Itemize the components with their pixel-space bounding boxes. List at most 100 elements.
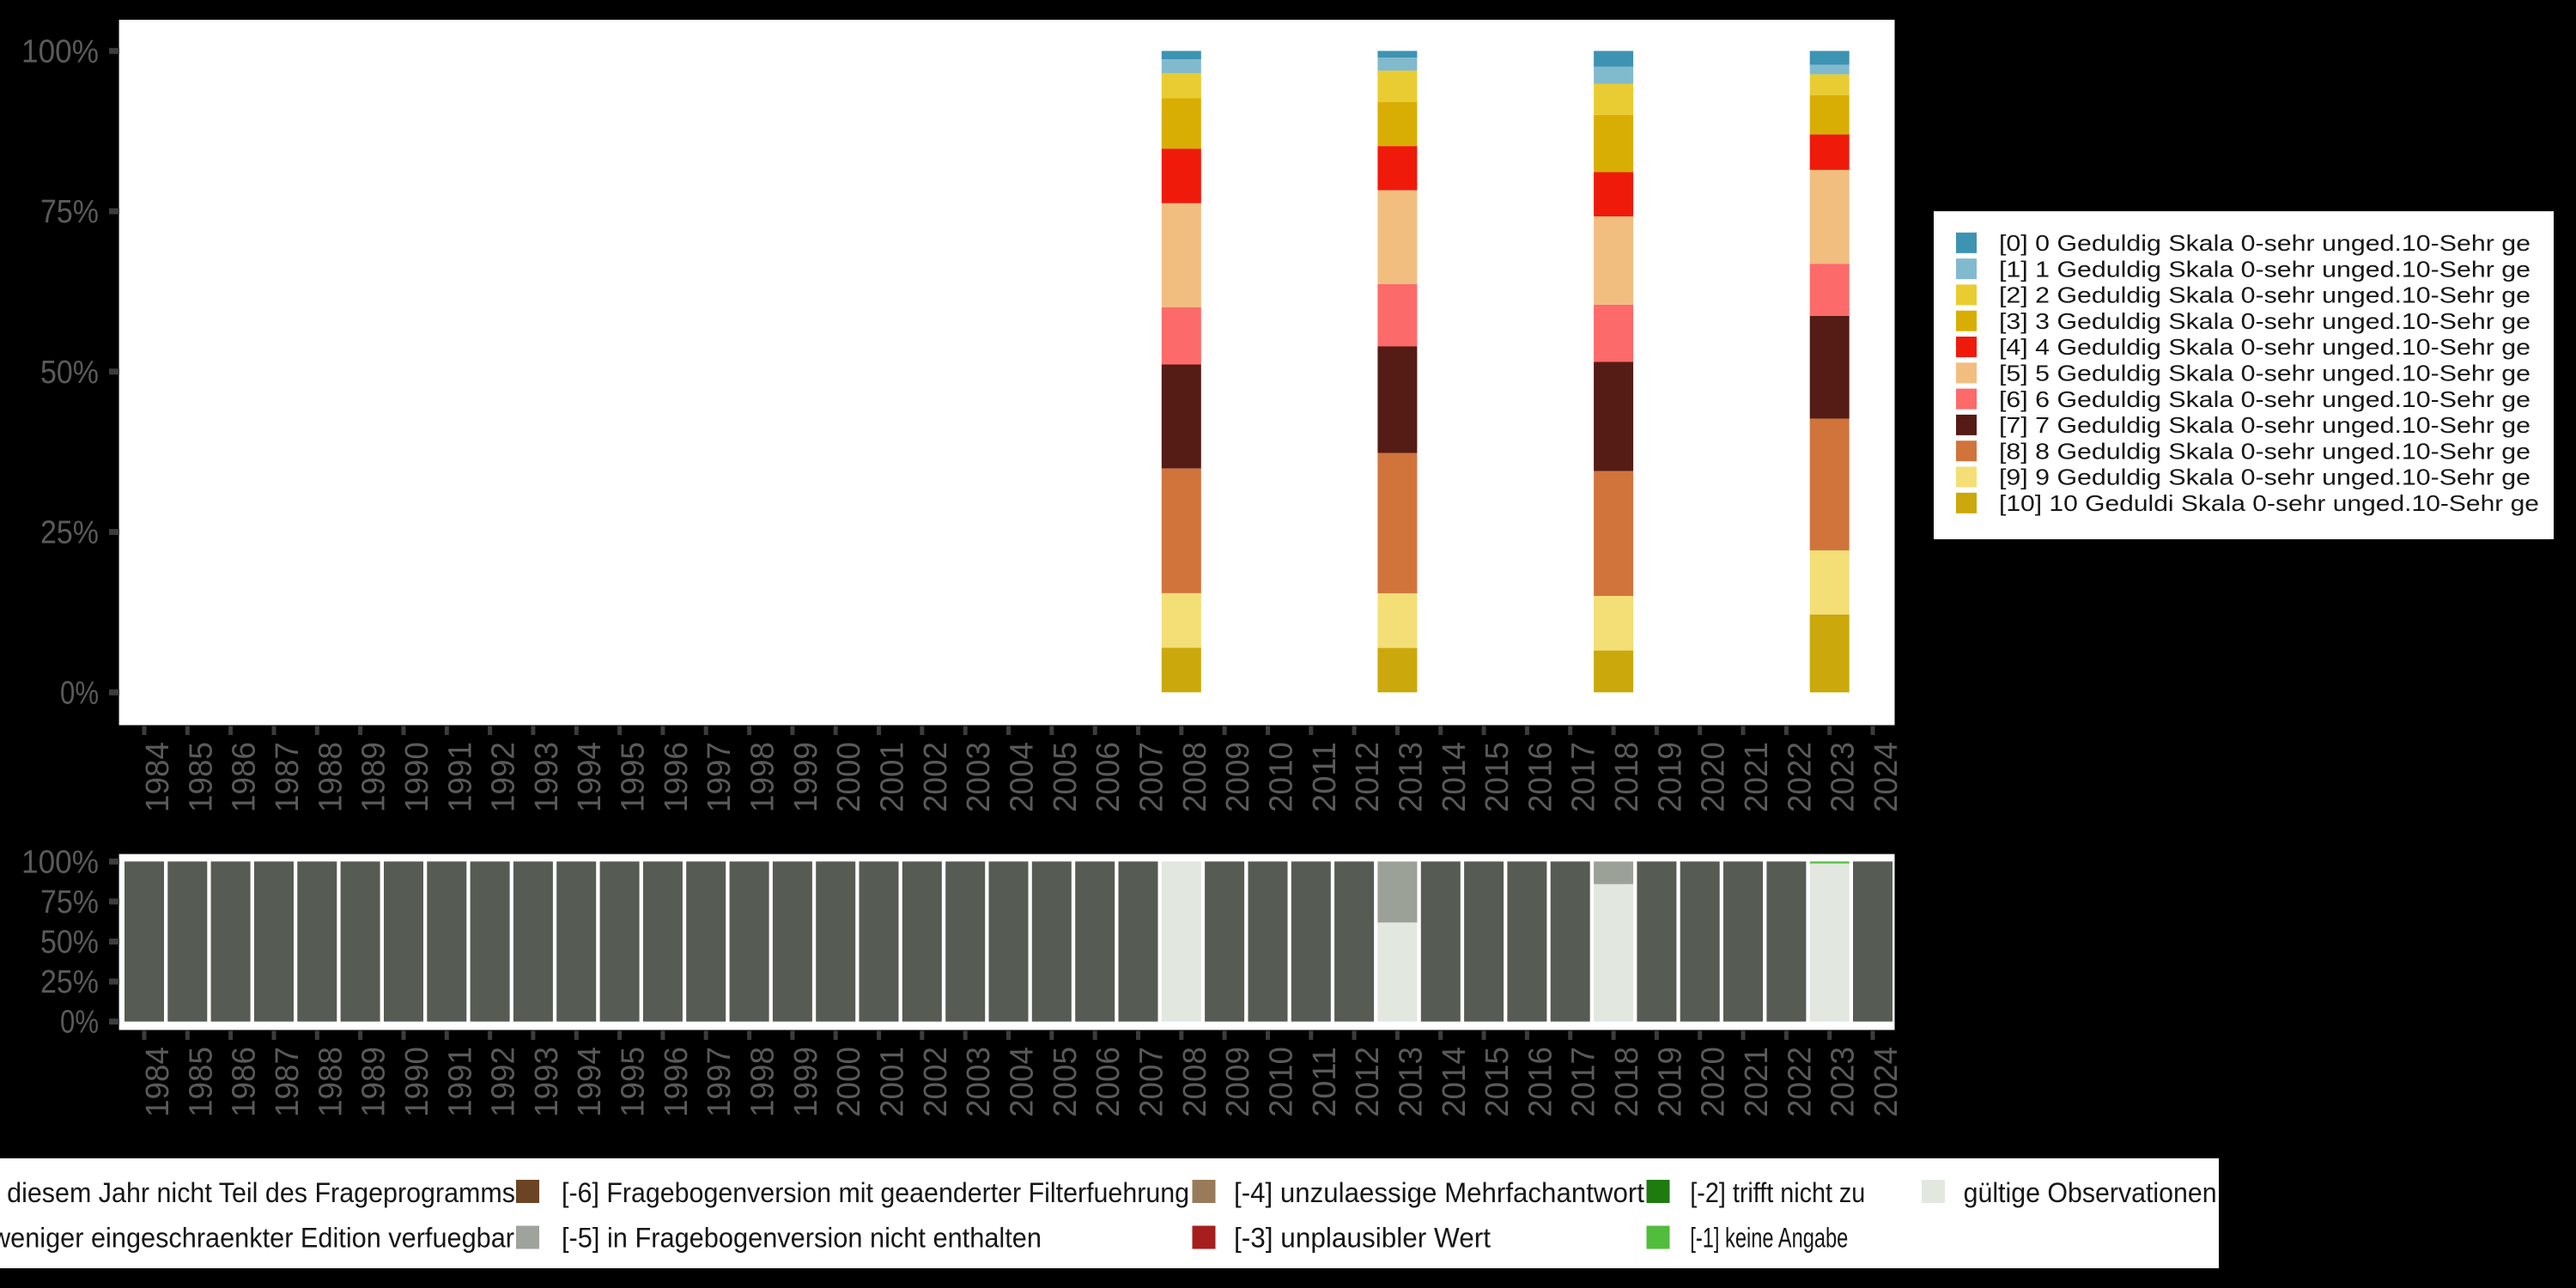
svg-text:2018: 2018 xyxy=(1609,1047,1645,1117)
svg-text:[0] 0 Geduldig Skala 0-sehr un: [0] 0 Geduldig Skala 0-sehr unged.10-Seh… xyxy=(1999,230,2530,256)
svg-text:1994: 1994 xyxy=(572,742,608,812)
svg-text:2017: 2017 xyxy=(1566,742,1602,812)
svg-text:75%: 75% xyxy=(40,884,99,920)
svg-text:2000: 2000 xyxy=(831,742,867,812)
svg-text:2004: 2004 xyxy=(1005,742,1041,812)
svg-text:50%: 50% xyxy=(40,355,99,391)
svg-text:1986: 1986 xyxy=(227,742,263,812)
svg-text:[3] 3 Geduldig Skala 0-sehr un: [3] 3 Geduldig Skala 0-sehr unged.10-Seh… xyxy=(1999,308,2530,334)
svg-text:2010: 2010 xyxy=(1264,742,1300,812)
svg-text:[6] 6 Geduldig Skala 0-sehr un: [6] 6 Geduldig Skala 0-sehr unged.10-Seh… xyxy=(1999,386,2530,412)
svg-text:75%: 75% xyxy=(40,194,99,230)
svg-text:[8] 8 Geduldig Skala 0-sehr un: [8] 8 Geduldig Skala 0-sehr unged.10-Seh… xyxy=(1999,438,2530,464)
svg-text:1991: 1991 xyxy=(442,1047,478,1117)
svg-text:0%: 0% xyxy=(60,1005,99,1041)
svg-text:2022: 2022 xyxy=(1782,742,1818,812)
svg-text:1985: 1985 xyxy=(183,742,219,812)
svg-text:2001: 2001 xyxy=(875,742,911,812)
svg-text:2012: 2012 xyxy=(1350,742,1386,812)
svg-text:[-4] unzulaessige Mehrfachantw: [-4] unzulaessige Mehrfachantwort xyxy=(1234,1177,1644,1208)
svg-text:1988: 1988 xyxy=(313,1047,349,1117)
svg-text:1993: 1993 xyxy=(529,742,565,812)
svg-text:2015: 2015 xyxy=(1479,742,1516,812)
svg-text:1986: 1986 xyxy=(227,1047,263,1117)
svg-text:2005: 2005 xyxy=(1048,1047,1084,1117)
svg-text:weniger eingeschraenkter Editi: weniger eingeschraenkter Edition verfueg… xyxy=(0,1223,514,1254)
svg-text:2019: 2019 xyxy=(1652,1047,1688,1117)
svg-text:[4] 4 Geduldig Skala 0-sehr un: [4] 4 Geduldig Skala 0-sehr unged.10-Seh… xyxy=(1999,334,2530,360)
svg-text:1990: 1990 xyxy=(399,1047,435,1117)
svg-text:2005: 2005 xyxy=(1048,742,1084,812)
svg-text:25%: 25% xyxy=(40,515,99,551)
svg-text:1996: 1996 xyxy=(659,1047,695,1117)
svg-text:2019: 2019 xyxy=(1652,742,1688,812)
svg-text:2024: 2024 xyxy=(1868,742,1905,812)
svg-text:2002: 2002 xyxy=(918,1047,954,1117)
svg-text:2020: 2020 xyxy=(1696,742,1732,812)
svg-text:[2] 2 Geduldig Skala 0-sehr un: [2] 2 Geduldig Skala 0-sehr unged.10-Seh… xyxy=(1999,283,2530,308)
svg-text:gültige Observationen: gültige Observationen xyxy=(1964,1177,2217,1208)
svg-text:2000: 2000 xyxy=(831,1047,867,1117)
svg-text:1999: 1999 xyxy=(788,742,824,812)
svg-text:1984: 1984 xyxy=(140,1047,176,1117)
svg-text:1984: 1984 xyxy=(140,742,176,812)
svg-text:2016: 2016 xyxy=(1522,742,1558,812)
svg-text:1990: 1990 xyxy=(399,742,435,812)
svg-text:25%: 25% xyxy=(40,964,99,1000)
svg-text:[-2] trifft nicht zu: [-2] trifft nicht zu xyxy=(1690,1177,1865,1208)
svg-text:1996: 1996 xyxy=(659,742,695,812)
svg-text:100%: 100% xyxy=(21,844,99,880)
svg-text:2007: 2007 xyxy=(1134,742,1170,812)
svg-text:50%: 50% xyxy=(40,925,99,961)
svg-text:2021: 2021 xyxy=(1739,1047,1775,1117)
svg-text:2006: 2006 xyxy=(1091,742,1127,812)
svg-text:1998: 1998 xyxy=(745,1047,781,1117)
svg-text:1999: 1999 xyxy=(788,1047,824,1117)
svg-text:2016: 2016 xyxy=(1522,1047,1558,1117)
svg-text:[1] 1 Geduldig Skala 0-sehr un: [1] 1 Geduldig Skala 0-sehr unged.10-Seh… xyxy=(1999,256,2530,282)
svg-text:2001: 2001 xyxy=(875,1047,911,1117)
svg-text:1988: 1988 xyxy=(313,742,349,812)
svg-text:2012: 2012 xyxy=(1350,1047,1386,1117)
svg-text:2003: 2003 xyxy=(961,1047,997,1117)
svg-text:2004: 2004 xyxy=(1005,1047,1041,1117)
svg-text:1992: 1992 xyxy=(486,1047,522,1117)
svg-text:2022: 2022 xyxy=(1782,1047,1818,1117)
svg-text:2003: 2003 xyxy=(961,742,997,812)
svg-text:1997: 1997 xyxy=(702,1047,738,1117)
svg-text:2023: 2023 xyxy=(1826,742,1862,812)
svg-text:1989: 1989 xyxy=(356,742,392,812)
svg-text:[7] 7 Geduldig Skala 0-sehr un: [7] 7 Geduldig Skala 0-sehr unged.10-Seh… xyxy=(1999,412,2530,438)
svg-text:2009: 2009 xyxy=(1220,1047,1256,1117)
svg-text:1985: 1985 xyxy=(183,1047,219,1117)
svg-text:2008: 2008 xyxy=(1177,1047,1213,1117)
svg-text:100%: 100% xyxy=(21,33,99,70)
svg-text:1993: 1993 xyxy=(529,1047,565,1117)
svg-text:1997: 1997 xyxy=(702,742,738,812)
svg-text:[-5] in Fragebogenversion nich: [-5] in Fragebogenversion nicht enthalte… xyxy=(562,1223,1042,1254)
svg-text:2006: 2006 xyxy=(1091,1047,1127,1117)
svg-text:2023: 2023 xyxy=(1826,1047,1862,1117)
svg-text:2002: 2002 xyxy=(918,742,954,812)
svg-text:1989: 1989 xyxy=(356,1047,392,1117)
svg-text:1992: 1992 xyxy=(486,742,522,812)
svg-text:2017: 2017 xyxy=(1566,1047,1602,1117)
svg-text:2024: 2024 xyxy=(1868,1047,1905,1117)
svg-text:1987: 1987 xyxy=(270,1047,306,1117)
svg-text:2010: 2010 xyxy=(1264,1047,1300,1117)
svg-text:1987: 1987 xyxy=(270,742,306,812)
svg-text:2011: 2011 xyxy=(1307,742,1343,812)
svg-text:2009: 2009 xyxy=(1220,742,1256,812)
svg-text:2015: 2015 xyxy=(1479,1047,1516,1117)
svg-text:[10] 10 Geduldi Skala 0-sehr u: [10] 10 Geduldi Skala 0-sehr unged.10-Se… xyxy=(1999,490,2539,516)
svg-text:2014: 2014 xyxy=(1437,1047,1473,1117)
svg-text:2007: 2007 xyxy=(1134,1047,1170,1117)
svg-text:2013: 2013 xyxy=(1393,742,1429,812)
svg-text:2021: 2021 xyxy=(1739,742,1775,812)
svg-text:[5] 5 Geduldig Skala 0-sehr un: [5] 5 Geduldig Skala 0-sehr unged.10-Seh… xyxy=(1999,361,2530,386)
svg-text:[-1] keine Angabe: [-1] keine Angabe xyxy=(1690,1223,1848,1254)
svg-text:2018: 2018 xyxy=(1609,742,1645,812)
svg-text:2014: 2014 xyxy=(1437,742,1473,812)
svg-text:2013: 2013 xyxy=(1393,1047,1429,1117)
svg-text:1994: 1994 xyxy=(572,1047,608,1117)
